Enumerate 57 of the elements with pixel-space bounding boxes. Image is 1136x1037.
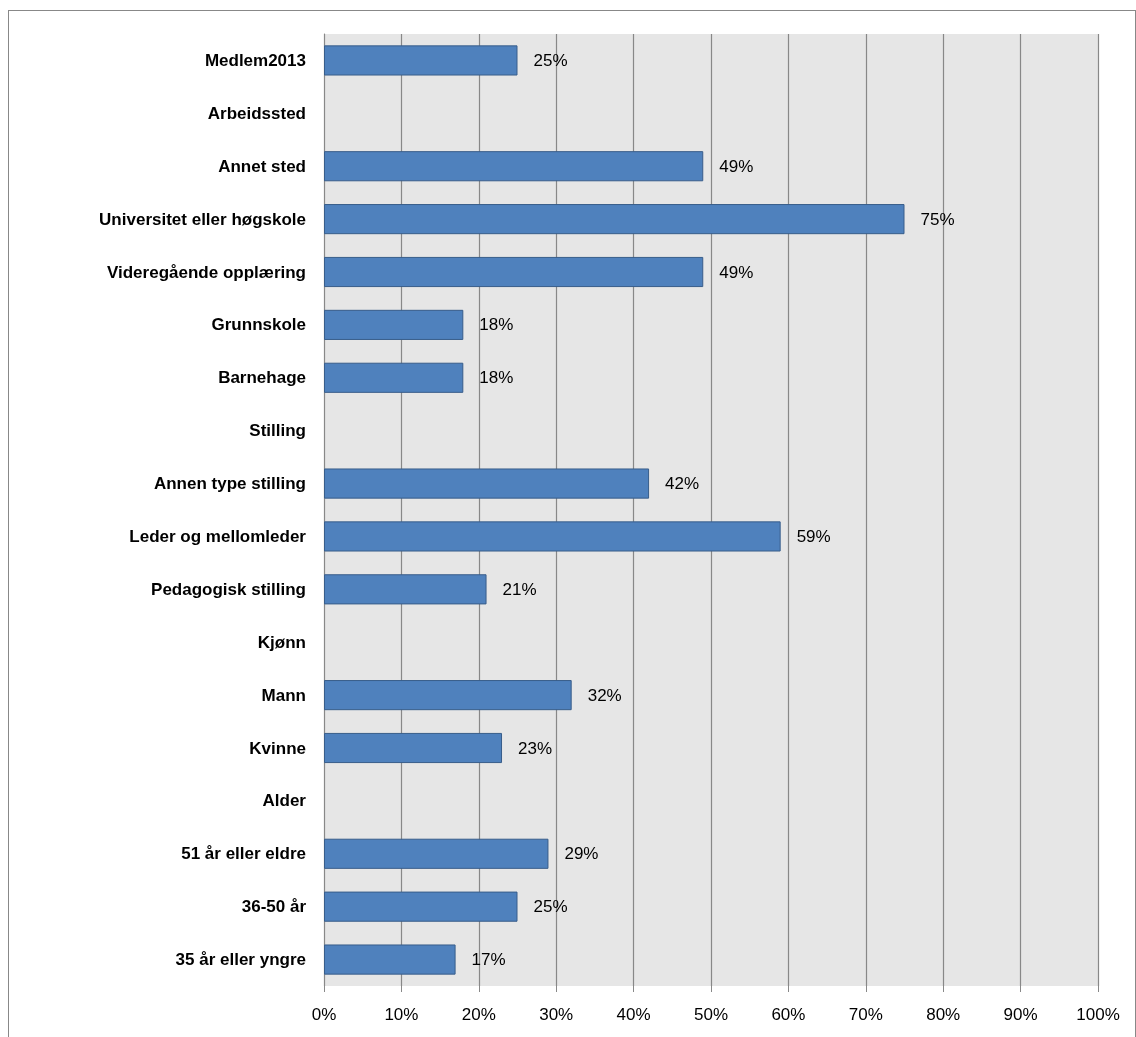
bar	[324, 468, 650, 499]
x-tick-label: 60%	[771, 1005, 806, 1024]
y-tick-label: Kjønn	[257, 632, 306, 652]
x-tick-label: 100%	[1076, 1005, 1120, 1024]
x-tick-label: 80%	[926, 1005, 961, 1024]
data-label: 29%	[564, 844, 599, 864]
data-label: 21%	[502, 579, 537, 599]
y-tick-label: Alder	[262, 791, 307, 811]
data-label: 75%	[920, 209, 955, 229]
data-label: 25%	[533, 897, 568, 917]
bar	[324, 204, 905, 235]
y-tick-label: 36-50 år	[241, 897, 307, 917]
y-tick-label: Annet sted	[218, 156, 306, 176]
bar	[324, 362, 464, 393]
y-tick-label: Annen type stilling	[153, 474, 306, 494]
y-tick-label: Mann	[261, 685, 306, 705]
bar	[324, 574, 487, 605]
x-tick-label: 50%	[693, 1005, 729, 1024]
data-label: 49%	[719, 262, 754, 282]
y-tick-label: 51 år eller eldre	[181, 844, 306, 864]
bar	[324, 944, 456, 975]
y-tick-label: Medlem2013	[204, 50, 306, 70]
bar	[324, 256, 704, 288]
bar	[324, 732, 503, 764]
data-label: 32%	[587, 685, 622, 705]
y-tick-label: Arbeidssted	[207, 103, 306, 123]
x-tick-label: 0%	[311, 1005, 337, 1024]
data-label: 23%	[518, 738, 553, 758]
x-tick-label: 70%	[848, 1005, 883, 1024]
data-label: 42%	[665, 474, 700, 494]
y-tick-label: Universitet eller høgskole	[99, 209, 306, 229]
bar	[324, 45, 518, 76]
bar	[324, 151, 704, 182]
data-label: 18%	[479, 315, 514, 335]
x-tick-label: 40%	[616, 1005, 651, 1024]
y-tick-label: Pedagogisk stilling	[151, 579, 306, 599]
y-tick-label: Barnehage	[218, 368, 306, 388]
x-tick-label: 20%	[461, 1005, 496, 1024]
y-tick-label: Stilling	[249, 421, 306, 441]
bar	[324, 309, 464, 340]
data-label: 17%	[471, 950, 506, 970]
data-label: 25%	[533, 50, 568, 70]
data-label: 49%	[719, 156, 754, 176]
x-tick-label: 10%	[384, 1005, 419, 1024]
y-tick-label: 35 år eller yngre	[175, 950, 306, 970]
bar	[324, 521, 781, 552]
y-tick-label: Videregående opplæring	[106, 262, 306, 282]
x-tick-label: 30%	[539, 1005, 574, 1024]
y-tick-label: Kvinne	[249, 738, 306, 758]
data-label: 59%	[796, 526, 831, 546]
bar	[324, 891, 518, 922]
bar	[324, 680, 572, 711]
x-tick-label: 90%	[1003, 1005, 1038, 1024]
y-tick-label: Grunnskole	[211, 315, 306, 335]
data-label: 18%	[479, 368, 514, 388]
y-tick-label: Leder og mellomleder	[129, 526, 307, 546]
bar	[324, 838, 549, 869]
